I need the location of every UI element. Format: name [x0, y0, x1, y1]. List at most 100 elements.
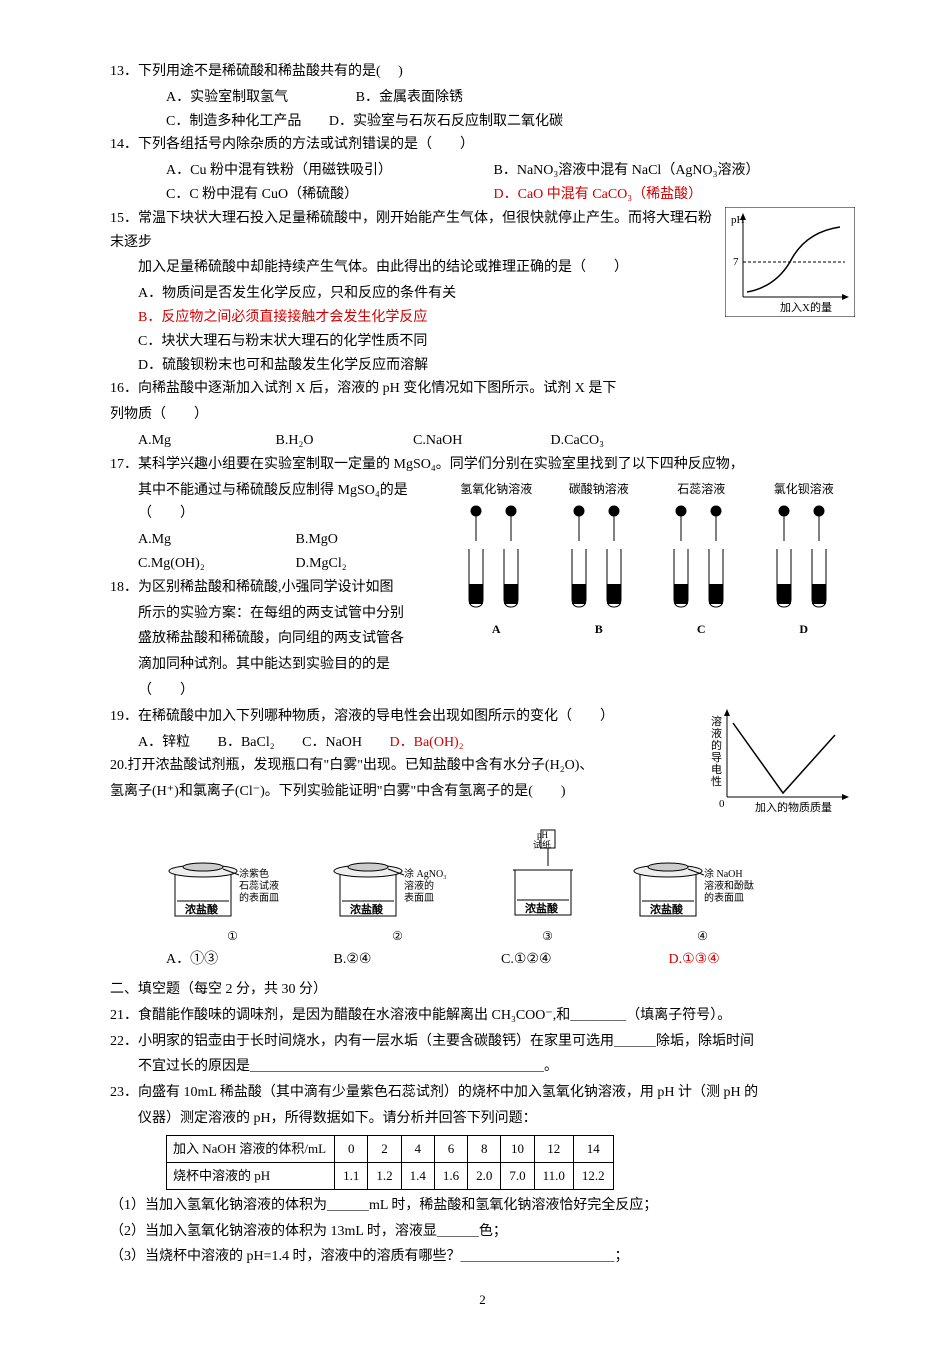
q18-group-B: B	[554, 619, 644, 639]
q14-C: C．C 粉中混有 CuO（稀硫酸）	[166, 183, 466, 207]
q16-C: C.NaOH	[413, 429, 523, 453]
q22a: 22．小明家的铝壶由于长时间烧水，内有一层水垢（主要含碳酸钙）在家里可选用＿＿＿…	[110, 1030, 855, 1054]
q20-B: B.②④	[334, 948, 474, 972]
q14-A: A．Cu 粉中混有铁粉（用磁铁吸引）	[166, 159, 466, 183]
svg-text:pH: pH	[731, 214, 745, 226]
q23-1: （1）当加入氢氧化钠溶液的体积为＿＿＿mL 时，稀盐酸和氢氧化钠溶液恰好完全反应…	[110, 1194, 855, 1218]
svg-text:7: 7	[733, 256, 739, 268]
svg-text:溶液和酚酞: 溶液和酚酞	[704, 879, 754, 892]
q20-beaker-3: pH 试纸 浓盐酸 ③	[493, 826, 603, 946]
q23-3: （3）当烧杯中溶液的 pH=1.4 时，溶液中的溶质有哪些？＿＿＿＿＿＿＿＿＿＿…	[110, 1245, 855, 1269]
q17-row1: A.Mg B.MgO	[110, 528, 437, 552]
q16-A: A.Mg	[138, 429, 248, 453]
q14-B: B．NaNO₃溶液中混有 NaCl（AgNO₃溶液）	[494, 159, 760, 183]
q17-C: C.Mg(OH)₂	[138, 552, 268, 576]
q19-B: B．BaCl₂	[218, 731, 275, 755]
q17-D: D.MgCl₂	[296, 552, 347, 576]
q18-label-A: 氢氧化钠溶液	[451, 479, 541, 499]
q20-C: C.①②④	[501, 948, 641, 972]
q19-C: C．NaOH	[302, 731, 362, 755]
q20-stem1: 20.打开浓盐酸试剂瓶，发现瓶口有"白雾"出现。已知盐酸中含有水分子(H₂O)、	[110, 754, 697, 778]
q18-label-B: 碳酸钠溶液	[554, 479, 644, 499]
svg-text:0: 0	[719, 798, 725, 810]
q13-A: A．实验室制取氢气	[166, 86, 288, 110]
table-row: 烧杯中溶液的 pH 1.11.2 1.41.6 2.07.0 11.012.2	[167, 1162, 614, 1189]
q19-A: A．锌粒	[138, 731, 190, 755]
q18-label-C: 石蕊溶液	[656, 479, 746, 499]
svg-text:加入的物质质量: 加入的物质质量	[755, 800, 832, 814]
q17-stem2: 其中不能通过与稀硫酸反应制得 MgSO₄的是（ ）	[110, 479, 437, 527]
q15-stem1: 15．常温下块状大理石投入足量稀硫酸中，刚开始能产生气体，但很快就停止产生。而将…	[110, 207, 717, 255]
svg-text:浓盐酸: 浓盐酸	[350, 902, 384, 916]
q23-2: （2）当加入氢氧化钠溶液的体积为 13mL 时，溶液显＿＿＿色；	[110, 1220, 855, 1244]
q18-group-C: C	[656, 619, 746, 639]
q18-stem3: 盛放稀盐酸和稀硫酸，向同组的两支试管各	[110, 627, 437, 651]
q20-beaker-2: 浓盐酸 涂 AgNO₃ 溶液的 表面皿 ②	[328, 841, 468, 946]
q20-figure: 浓盐酸 涂紫色 石蕊试液 的表面皿 ① 浓盐酸 涂 AgNO₃ 溶液的 表面皿 …	[150, 826, 790, 946]
table-row: 加入 NaOH 溶液的体积/mL 02 46 810 1214	[167, 1135, 614, 1162]
svg-text:石蕊试液: 石蕊试液	[239, 879, 279, 892]
svg-text:的表面皿: 的表面皿	[704, 891, 744, 904]
svg-text:浓盐酸: 浓盐酸	[525, 901, 559, 915]
q18-stem2: 所示的实验方案：在每组的两支试管中分别	[110, 602, 437, 626]
q15-stem2: 加入足量稀硫酸中却能持续产生气体。由此得出的结论或推理正确的是（ ）	[110, 256, 717, 280]
q20-A: A．①③	[166, 948, 306, 972]
q17-stem1: 17．某科学兴趣小组要在实验室制取一定量的 MgSO₄。同学们分别在实验室里找到…	[110, 453, 855, 477]
q13-stem: 13．下列用途不是稀硫酸和稀盐酸共有的是( )	[110, 60, 855, 84]
svg-text:加入X的量: 加入X的量	[780, 300, 832, 314]
q15-A: A．物质间是否发生化学反应，只和反应的条件有关	[110, 282, 717, 306]
q18-group-D: D	[759, 619, 849, 639]
q19-chart: 溶液的导电性 0 加入的物质质量	[705, 705, 855, 820]
q23b: 仪器）测定溶液的 pH，所得数据如下。请分析并回答下列问题：	[110, 1107, 855, 1131]
q20-beaker-1: 浓盐酸 涂紫色 石蕊试液 的表面皿 ①	[163, 841, 303, 946]
svg-text:涂 AgNO₃: 涂 AgNO₃	[404, 867, 447, 880]
q17-A: A.Mg	[138, 528, 268, 552]
q13-B: B．金属表面除锈	[356, 86, 463, 110]
q20-options: A．①③ B.②④ C.①②④ D.①③④	[110, 948, 855, 972]
svg-text:涂 NaOH: 涂 NaOH	[704, 867, 743, 880]
q19-options: A．锌粒 B．BaCl₂ C．NaOH D．Ba(OH)₂	[110, 731, 697, 755]
svg-text:浓盐酸: 浓盐酸	[185, 902, 219, 916]
q16-D: D.CaCO₃	[551, 429, 605, 453]
q13-options: A．实验室制取氢气 B．金属表面除锈 C．制造多种化工产品 D．实验室与石灰石反…	[110, 86, 855, 134]
q14-stem: 14．下列各组括号内除杂质的方法或试剂错误的是（ ）	[110, 133, 855, 157]
q16-chart: pH 7 加入X的量	[725, 207, 855, 317]
q18-figure: 氢氧化钠溶液 A 碳酸钠溶液 B 石蕊溶液	[445, 479, 855, 640]
q23a: 23．向盛有 10mL 稀盐酸（其中滴有少量紫色石蕊试剂）的烧杯中加入氢氧化钠溶…	[110, 1081, 855, 1105]
q18-stem5: （ ）	[110, 679, 437, 703]
q20-stem2: 氢离子(H⁺)和氯离子(Cl⁻)。下列实验能证明"白雾"中含有氢离子的是( )	[110, 780, 697, 804]
svg-text:pH: pH	[537, 830, 549, 840]
q18-stem1: 18．为区别稀盐酸和稀硫酸,小强同学设计如图	[110, 576, 437, 600]
svg-text:的表面皿: 的表面皿	[239, 891, 279, 904]
q16-B: B.H₂O	[276, 429, 386, 453]
q17-B: B.MgO	[296, 528, 338, 552]
svg-text:浓盐酸: 浓盐酸	[650, 902, 684, 916]
q18-group-A: A	[451, 619, 541, 639]
q21: 21．食醋能作酸味的调味剂，是因为醋酸在水溶液中能解离出 CH₃COO⁻,和＿＿…	[110, 1004, 855, 1028]
q16-options: A.Mg B.H₂O C.NaOH D.CaCO₃	[110, 429, 855, 453]
q13-C: C．制造多种化工产品	[166, 110, 301, 134]
q15-B: B．反应物之间必须直接接触才会发生化学反应	[110, 306, 717, 330]
q16-stem1: 16．向稀盐酸中逐渐加入试剂 X 后，溶液的 pH 变化情况如下图所示。试剂 X…	[110, 377, 717, 401]
q20-beaker-4: 浓盐酸 涂 NaOH 溶液和酚酞 的表面皿 ④	[628, 841, 778, 946]
q14-options: A．Cu 粉中混有铁粉（用磁铁吸引） B．NaNO₃溶液中混有 NaCl（AgN…	[110, 159, 855, 207]
q20-D: D.①③④	[669, 948, 720, 972]
q19-D: D．Ba(OH)₂	[390, 731, 464, 755]
q18-stem4: 滴加同种试剂。其中能达到实验目的的是	[110, 653, 437, 677]
q13-D: D．实验室与石灰石反应制取二氧化碳	[329, 110, 563, 134]
q19-stem: 19．在稀硫酸中加入下列哪种物质，溶液的导电性会出现如图所示的变化（ ）	[110, 705, 697, 729]
q19-ylabel: 溶液的导电性	[711, 714, 722, 788]
q15-D: D．硫酸钡粉末也可和盐酸发生化学反应而溶解	[110, 354, 717, 378]
q16-stem2: 列物质（ ）	[110, 403, 717, 427]
q22b: 不宜过长的原因是＿＿＿＿＿＿＿＿＿＿＿＿＿＿＿＿＿＿＿＿＿。	[110, 1055, 855, 1079]
svg-text:溶液的: 溶液的	[404, 879, 434, 892]
page-number: 2	[110, 1289, 855, 1311]
q17-row2: C.Mg(OH)₂ D.MgCl₂	[110, 552, 437, 576]
q18-label-D: 氯化钡溶液	[759, 479, 849, 499]
q14-D: D．CaO 中混有 CaCO₃（稀盐酸）	[494, 183, 703, 207]
section2-heading: 二、填空题（每空 2 分，共 30 分）	[110, 978, 855, 1002]
svg-text:表面皿: 表面皿	[404, 891, 434, 904]
q23-table: 加入 NaOH 溶液的体积/mL 02 46 810 1214 烧杯中溶液的 p…	[166, 1135, 614, 1190]
svg-text:涂紫色: 涂紫色	[239, 867, 269, 880]
q15-C: C．块状大理石与粉末状大理石的化学性质不同	[110, 330, 717, 354]
